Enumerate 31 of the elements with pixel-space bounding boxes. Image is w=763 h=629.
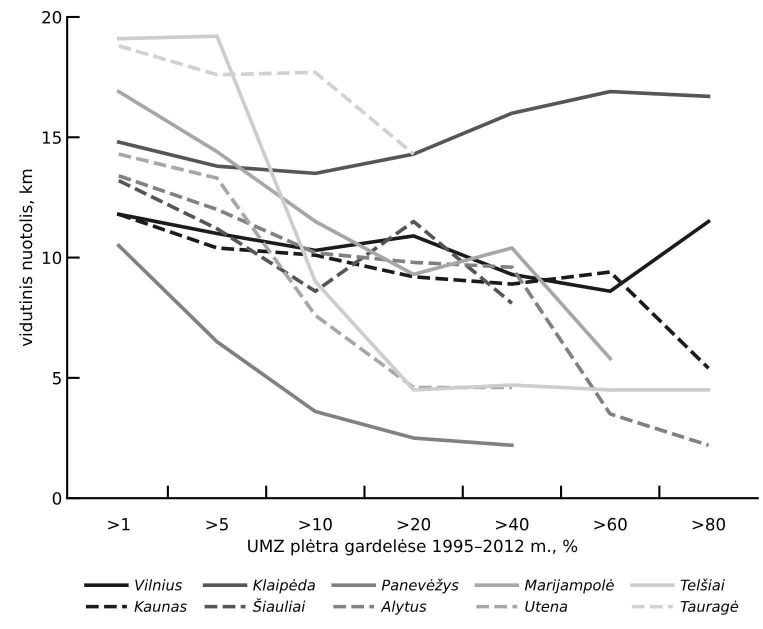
- line-series: [116, 90, 612, 360]
- legend-label: Tauragė: [680, 600, 738, 615]
- y-tick-label: 5: [52, 372, 61, 384]
- line-series: [116, 244, 514, 448]
- legend-label: Panevėžys: [382, 578, 459, 594]
- y-tick-label: 10: [42, 252, 62, 264]
- x-tick-label: >20: [398, 518, 430, 531]
- line-series: [116, 174, 710, 448]
- x-tick-label: >80: [692, 518, 725, 531]
- y-tick-label: 15: [42, 131, 61, 144]
- legend-label: Šiauliai: [252, 598, 306, 612]
- x-axis-title: UMZ plėtra gardelėse 1995–2012 m., %: [248, 539, 578, 556]
- x-tick-label: >5: [206, 518, 228, 531]
- line-series: [116, 90, 710, 176]
- y-tick-label: 0: [52, 492, 62, 505]
- legend-label: Kaunas: [134, 601, 187, 612]
- x-tick-label: >10: [300, 518, 332, 531]
- legend-label: Utena: [525, 601, 568, 612]
- legend-label: Marijampolė: [524, 579, 614, 594]
- x-tick-label: >40: [496, 518, 528, 531]
- legend-label: Telšiai: [680, 578, 725, 591]
- legend-label: Alytus: [380, 600, 426, 615]
- y-axis-title: vidutinis nuotolis, km: [19, 170, 34, 346]
- legend-label: Vilnius: [135, 579, 182, 591]
- x-tick-label: >60: [594, 518, 627, 531]
- line-series: [116, 178, 514, 306]
- legend-label: Klaipėda: [253, 579, 315, 594]
- y-tick-label: 20: [42, 10, 62, 24]
- line-series: [116, 152, 514, 390]
- x-tick-label: >1: [108, 518, 130, 530]
- line-series: [116, 34, 710, 392]
